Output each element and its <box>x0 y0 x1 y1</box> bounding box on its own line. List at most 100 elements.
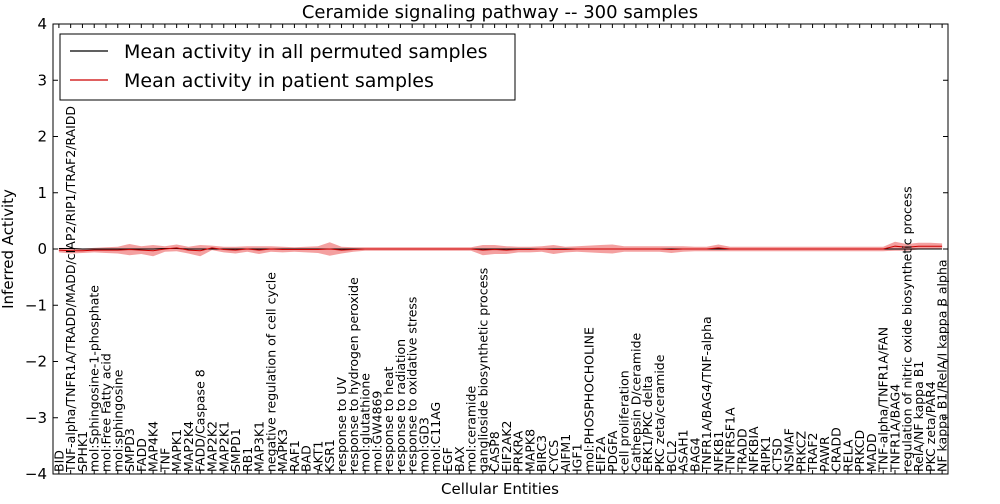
x-tick-label: BAD <box>299 445 314 472</box>
x-tick-label: AKT1 <box>310 441 325 472</box>
patient-point-20 <box>294 249 295 250</box>
patient-point-34 <box>459 248 460 249</box>
x-tick-label: FADD <box>134 438 149 472</box>
x-tick-label: NSMAF <box>782 428 797 472</box>
patient-point-52 <box>671 249 672 250</box>
x-tick-label: CYCS <box>546 440 561 472</box>
patient-point-4 <box>105 250 106 251</box>
patient-point-13 <box>211 247 212 248</box>
patient-point-19 <box>282 249 283 250</box>
permuted-point-5 <box>117 248 118 249</box>
x-tick-label: AIFM1 <box>558 434 573 472</box>
y-tick-label: −4 <box>25 465 47 483</box>
y-axis-label: Inferred Activity <box>0 189 17 309</box>
patient-point-8 <box>153 250 154 251</box>
x-tick-label: mol:GD3 <box>416 417 431 472</box>
permuted-point-3 <box>94 248 95 249</box>
patient-point-54 <box>694 248 695 249</box>
patient-point-17 <box>258 250 259 251</box>
x-tick-label: TRAF2 <box>805 432 820 473</box>
y-tick-label: −1 <box>25 296 47 314</box>
patient-point-40 <box>529 249 530 250</box>
legend-box <box>59 33 516 101</box>
x-tick-label: EIF2AK2 <box>499 421 514 472</box>
x-tick-label: PRKCZ <box>793 431 808 472</box>
x-tick-label: response to heat <box>381 366 396 472</box>
patient-point-68 <box>859 248 860 249</box>
patient-point-32 <box>435 248 436 249</box>
y-tick-label: 2 <box>37 128 47 146</box>
patient-point-42 <box>553 249 554 250</box>
x-tick-label: mol:Sphingosine-1-phosphate <box>87 285 102 472</box>
permuted-point-7 <box>141 248 142 249</box>
patient-point-21 <box>306 249 307 250</box>
patient-point-35 <box>470 248 471 249</box>
patient-point-56 <box>718 247 719 248</box>
x-tick-label: PDGFA <box>605 430 620 472</box>
x-tick-label: MADD <box>864 433 879 472</box>
x-tick-label: SPHK1 <box>75 431 90 472</box>
patient-point-51 <box>659 248 660 249</box>
patient-point-64 <box>812 248 813 249</box>
patient-point-60 <box>765 248 766 249</box>
x-tick-label: BIRC3 <box>534 435 549 472</box>
y-tick-label: 0 <box>37 240 47 258</box>
y-tick-label: 4 <box>37 15 47 33</box>
x-tick-label: MAP4K4 <box>146 421 161 472</box>
x-tick-label: response to hydrogen peroxide <box>346 277 361 472</box>
patient-point-45 <box>588 248 589 249</box>
patient-point-28 <box>388 248 389 249</box>
legend-label-permuted: Mean activity in all permuted samples <box>124 41 487 63</box>
x-tick-label: mol:glutathione <box>358 373 373 472</box>
x-tick-label: RELA <box>840 439 855 472</box>
x-tick-label: MAPK1 <box>169 429 184 472</box>
x-tick-label: mol:PHOSPHOCHOLINE <box>581 327 596 472</box>
patient-point-38 <box>506 250 507 251</box>
y-tick-label: −3 <box>25 409 47 427</box>
x-tick-label: TNFRSF1A <box>723 407 738 473</box>
permuted-point-75 <box>942 248 943 249</box>
patient-point-25 <box>353 249 354 250</box>
patient-point-2 <box>82 250 83 251</box>
x-tick-label: MAP2K1 <box>216 421 231 472</box>
patient-point-74 <box>930 246 931 247</box>
x-tick-label: response to oxidative stress <box>405 297 420 472</box>
patient-point-14 <box>223 249 224 250</box>
x-tick-label: ganglioside biosynthetic process <box>475 268 490 472</box>
patient-point-47 <box>612 248 613 249</box>
x-tick-label: TNF-alpha/TNFR1A/TRADD/MADD/cIAP2/RIP1/T… <box>63 106 78 473</box>
permuted-point-36 <box>482 248 483 249</box>
x-tick-label: ASAH1 <box>676 429 691 472</box>
patient-point-43 <box>565 249 566 250</box>
x-tick-label: EGF <box>440 447 455 472</box>
patient-mean-line <box>58 245 943 252</box>
patient-point-49 <box>635 248 636 249</box>
x-tick-label: BAX <box>452 446 467 472</box>
patient-point-30 <box>412 248 413 249</box>
patient-point-36 <box>482 250 483 251</box>
permuted-point-73 <box>918 248 919 249</box>
permuted-point-15 <box>235 248 236 249</box>
x-tick-label: TNFR1A/BAG4/TNF-alpha <box>699 316 714 473</box>
x-tick-label: CTSD <box>770 438 785 472</box>
x-tick-label: EIF2A <box>593 436 608 472</box>
y-tick-label: 3 <box>37 71 47 89</box>
x-tick-label: NFKBIA <box>746 426 761 472</box>
x-tick-label: TRADD <box>734 428 749 473</box>
x-tick-label: RelA/NF kappa B1 <box>911 361 926 472</box>
patient-point-16 <box>247 248 248 249</box>
permuted-point-17 <box>258 248 259 249</box>
x-tick-label: CASP8 <box>487 431 502 472</box>
x-tick-label: regulation of nitric oxide biosynthetic … <box>899 186 914 472</box>
x-tick-label: MAPK8 <box>522 429 537 472</box>
x-tick-label: MAP2K2 <box>204 421 219 472</box>
permuted-point-8 <box>153 248 154 249</box>
patient-point-53 <box>682 248 683 249</box>
x-tick-label: KSR1 <box>322 439 337 472</box>
permuted-point-13 <box>211 248 212 249</box>
patient-point-3 <box>94 250 95 251</box>
patient-point-22 <box>317 249 318 250</box>
patient-point-9 <box>164 248 165 249</box>
patient-point-33 <box>447 248 448 249</box>
